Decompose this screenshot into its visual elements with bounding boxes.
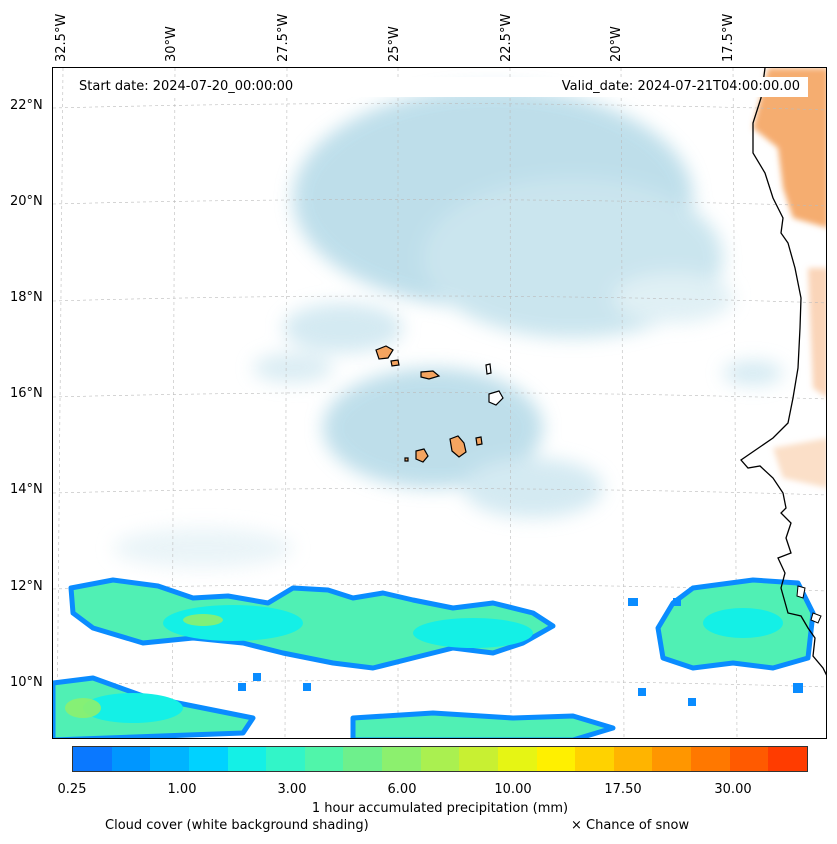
africa-coastline	[740, 68, 826, 676]
island-outline	[485, 363, 492, 375]
island	[475, 436, 483, 446]
colorbar-segment	[575, 747, 614, 771]
lat-label: 20°N	[10, 194, 43, 209]
colorbar-segment	[188, 747, 228, 771]
colorbar-segment	[343, 747, 382, 771]
island-outline	[488, 390, 504, 406]
colorbar-tick: 10.00	[494, 782, 532, 797]
lon-label: 27.5°W	[276, 13, 291, 62]
lat-label: 10°N	[10, 675, 43, 690]
land-shading-layer	[753, 68, 826, 488]
island	[404, 457, 409, 462]
lat-label: 16°N	[10, 386, 43, 401]
lon-label: 22.5°W	[499, 13, 514, 62]
colorbar-segment	[652, 747, 691, 771]
cloud-patch	[613, 273, 733, 323]
colorbar-segment	[768, 747, 807, 771]
colorbar-segment	[613, 747, 653, 771]
island	[375, 345, 394, 360]
colorbar-tick: 30.00	[714, 782, 752, 797]
map-panel[interactable]	[52, 67, 827, 739]
cloud-patch	[253, 353, 333, 383]
lon-label: 30°W	[164, 26, 179, 62]
colorbar-segment	[73, 747, 112, 771]
cape-verde-islands	[375, 345, 504, 463]
land-warm-shading	[753, 68, 826, 228]
colorbar-segment	[266, 747, 305, 771]
colorbar-segment	[459, 747, 498, 771]
colorbar-tick: 6.00	[387, 782, 417, 797]
longitude-labels: 32.5°W 30°W 27.5°W 25°W 22.5°W 20°W 17.5…	[0, 0, 837, 66]
colorbar-tick: 1.00	[167, 782, 197, 797]
colorbar-segment	[691, 747, 730, 771]
precipitation-colorbar	[72, 746, 808, 772]
cloud-patch	[323, 368, 543, 488]
island	[420, 370, 441, 380]
cloud-cover-layer	[113, 88, 783, 568]
colorbar-segment	[536, 747, 576, 771]
colorbar-segment	[111, 747, 151, 771]
cloud-patch	[723, 361, 783, 385]
cloud-patch	[283, 303, 403, 353]
lat-label: 14°N	[10, 482, 43, 497]
colorbar-tick: 17.50	[604, 782, 642, 797]
lon-label: 17.5°W	[721, 13, 736, 62]
coastal-islands	[796, 585, 822, 624]
lat-label: 12°N	[10, 579, 43, 594]
colorbar-tick: 3.00	[277, 782, 307, 797]
island	[449, 435, 467, 458]
land-warm-shading	[773, 438, 826, 488]
lon-label: 32.5°W	[54, 13, 69, 62]
colorbar-segment	[382, 747, 421, 771]
island	[390, 359, 400, 367]
precip-light	[65, 614, 223, 718]
colorbar-tick: 0.25	[57, 782, 87, 797]
colorbar-title: 1 hour accumulated precipitation (mm)	[311, 801, 569, 816]
colorbar-segment	[227, 747, 267, 771]
colorbar-segment	[729, 747, 769, 771]
precip-core	[83, 605, 783, 723]
precip-fringe	[238, 598, 803, 706]
map-canvas	[53, 68, 826, 738]
snow-note: × Chance of snow	[571, 818, 690, 833]
colorbar-segment	[150, 747, 189, 771]
valid-date: Valid_date: 2024-07-21T04:00:00.00	[561, 79, 800, 94]
lat-label: 18°N	[10, 290, 43, 305]
precipitation-layer	[53, 577, 816, 738]
colorbar-segment	[304, 747, 344, 771]
island	[415, 448, 429, 463]
cloud-cover-note: Cloud cover (white background shading)	[105, 818, 369, 833]
land-warm-shading	[808, 268, 826, 397]
lon-label: 25°W	[387, 26, 402, 62]
colorbar-segment	[497, 747, 537, 771]
start-date: Start date: 2024-07-20_00:00:00	[79, 79, 294, 94]
cloud-patch	[113, 528, 293, 568]
lon-label: 20°W	[609, 26, 624, 62]
colorbar-segment	[420, 747, 460, 771]
lat-label: 22°N	[10, 98, 43, 113]
date-banner: Start date: 2024-07-20_00:00:00 Valid_da…	[72, 77, 808, 97]
cloud-patch	[463, 458, 603, 518]
